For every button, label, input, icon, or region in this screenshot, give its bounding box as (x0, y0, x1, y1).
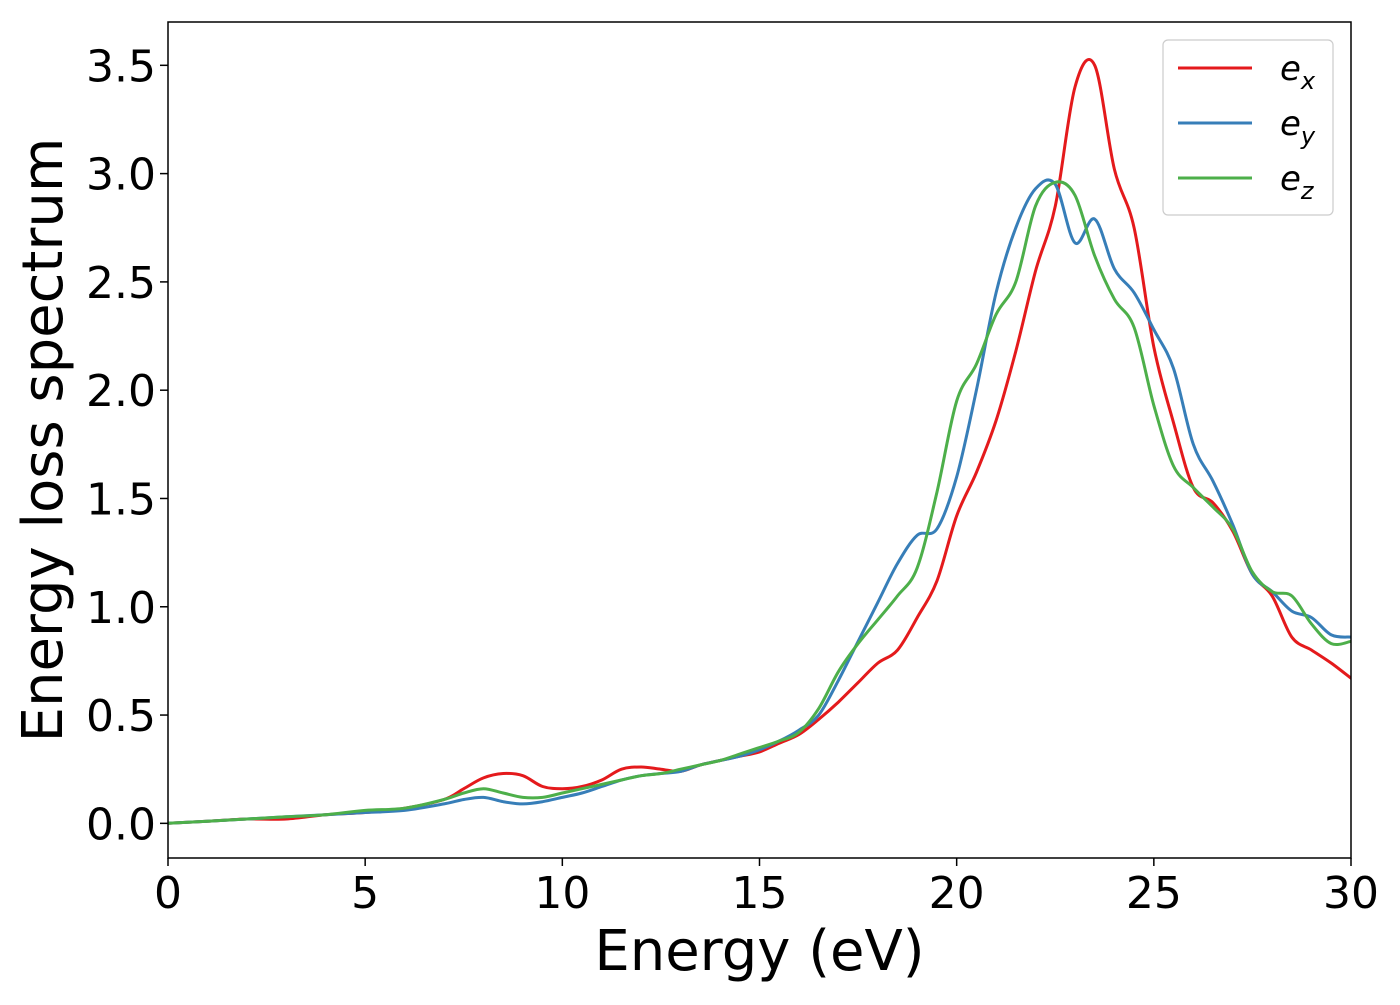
legend-label-main: e (1280, 159, 1301, 199)
legend-label-main: e (1280, 49, 1301, 89)
legend-box (1162, 39, 1334, 216)
y-tick-label: 2.5 (86, 258, 156, 309)
y-tick-label: 0.0 (86, 799, 156, 850)
y-tick-label: 0.5 (86, 691, 156, 742)
y-axis: 0.0 0.5 1.0 1.5 2.0 2.5 3.0 3.5 (86, 41, 168, 850)
y-tick-label: 3.5 (86, 41, 156, 92)
series-line-y (168, 178, 1351, 825)
legend-label-x: ex (1280, 49, 1316, 95)
x-tick-label: 10 (534, 868, 590, 919)
x-tick-label: 20 (929, 868, 985, 919)
y-tick-label: 1.0 (86, 583, 156, 634)
x-axis: 0 5 10 15 20 25 30 (154, 858, 1379, 919)
series-line-x (168, 58, 1351, 825)
y-tick-label: 1.5 (86, 474, 156, 525)
legend-label-subscript: z (1300, 177, 1315, 205)
x-axis-label: Energy (eV) (594, 919, 924, 984)
legend-label-z: ez (1280, 159, 1315, 205)
legend-label-subscript: x (1300, 67, 1316, 95)
x-tick-label: 15 (732, 868, 788, 919)
y-tick-label: 2.0 (86, 366, 156, 417)
legend-label-y: ey (1280, 104, 1316, 150)
series-line-z (168, 180, 1351, 825)
y-axis-label: Energy loss spectrum (11, 138, 76, 743)
series-layer (168, 58, 1351, 825)
legend-label-main: e (1280, 104, 1301, 144)
legend-label-subscript: y (1300, 122, 1316, 150)
x-tick-label: 5 (351, 868, 379, 919)
x-tick-label: 0 (154, 868, 182, 919)
x-tick-label: 30 (1323, 868, 1379, 919)
y-tick-label: 3.0 (86, 150, 156, 201)
x-tick-label: 25 (1126, 868, 1182, 919)
